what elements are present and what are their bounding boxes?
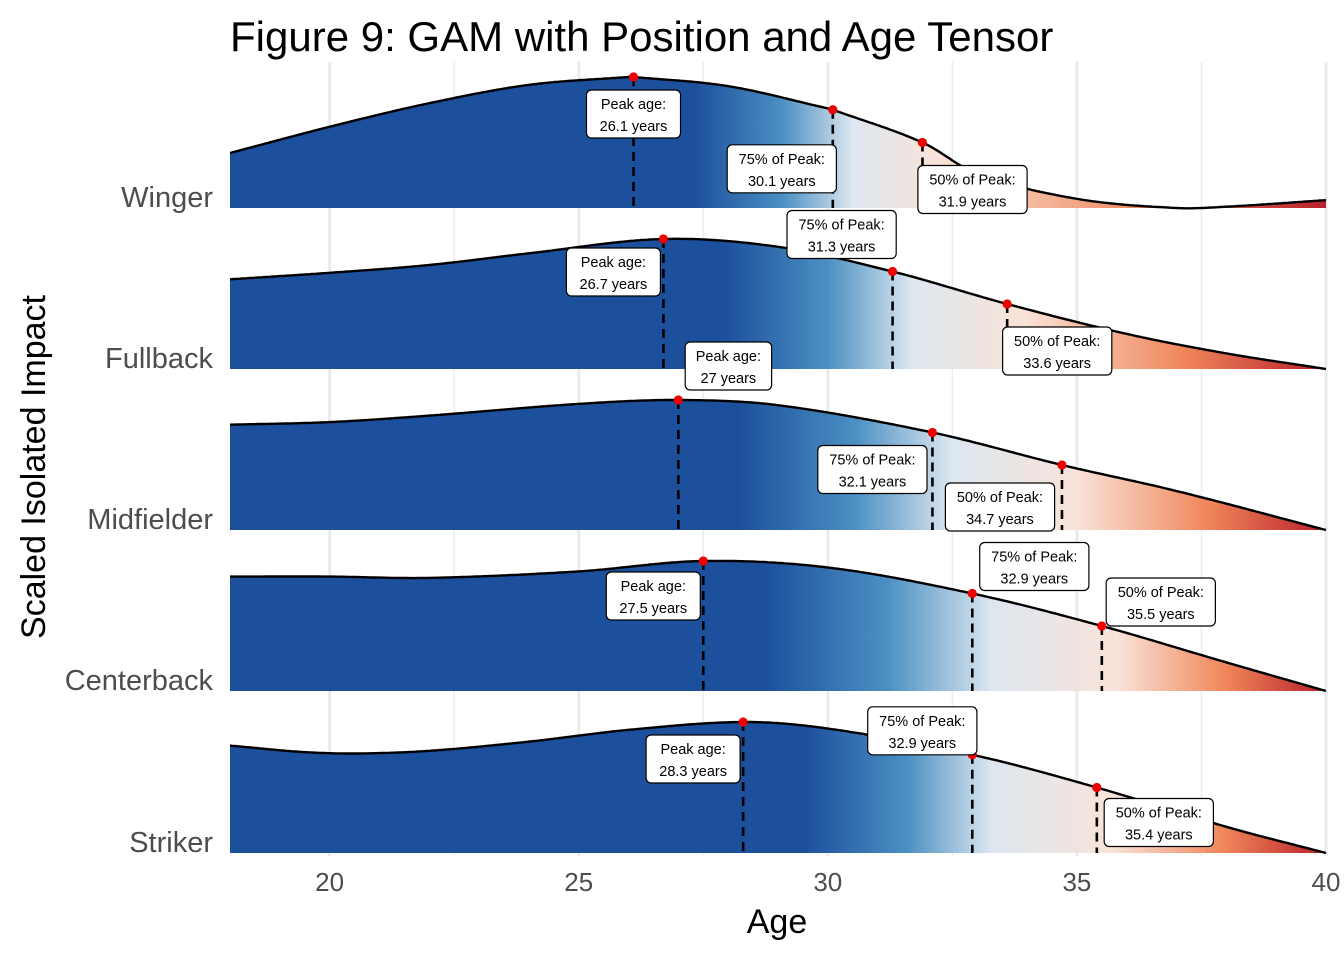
label-text-p75-centerback: 32.9 years xyxy=(1000,572,1068,588)
category-label-fullback: Fullback xyxy=(105,343,213,375)
label-text-p50-winger: 50% of Peak: xyxy=(929,173,1015,189)
x-tick-label-25: 25 xyxy=(564,867,593,897)
label-box-p50-striker xyxy=(1103,797,1214,848)
label-text-p50-centerback: 35.5 years xyxy=(1127,607,1195,623)
label-text-peak-centerback: 27.5 years xyxy=(619,601,687,617)
ridge-area-midfielder xyxy=(230,400,1326,530)
label-box-p75-fullback xyxy=(786,209,897,260)
label-box-p75-striker xyxy=(867,706,978,756)
ridge-area-striker xyxy=(230,722,1326,853)
ridge-area-fullback xyxy=(230,238,1326,369)
label-text-peak-winger: Peak age: xyxy=(601,97,666,113)
ridges xyxy=(229,75,1327,855)
label-box-peak-centerback xyxy=(605,571,701,621)
label-box-peak-striker xyxy=(645,734,741,784)
annotations: Peak age: 26.1 years 75% of Peak: 30.1 year… xyxy=(565,72,1216,853)
marker-p50-midfielder xyxy=(1057,460,1067,470)
label-text-p50-midfielder: 34.7 years xyxy=(966,512,1034,528)
label-text-peak-fullback: 26.7 years xyxy=(580,277,648,293)
label-box-p50-winger xyxy=(917,164,1028,215)
label-text-p75-winger: 75% of Peak: xyxy=(739,152,825,168)
label-text-p50-winger: 31.9 years xyxy=(939,195,1007,211)
ridge-line-fullback xyxy=(229,237,1327,371)
label-text-p50-midfielder: 50% of Peak: xyxy=(957,490,1043,506)
label-text-p50-striker: 50% of Peak: xyxy=(1116,806,1202,822)
x-axis-title: Age xyxy=(747,903,808,941)
marker-peak-striker xyxy=(738,717,748,727)
x-tick-label-35: 35 xyxy=(1062,867,1091,897)
chart-title: Figure 9: GAM with Position and Age Tens… xyxy=(230,13,1053,60)
category-label-winger: Winger xyxy=(121,182,213,214)
category-label-midfielder: Midfielder xyxy=(87,504,213,536)
label-text-p50-fullback: 33.6 years xyxy=(1023,356,1091,372)
label-text-p75-centerback: 75% of Peak: xyxy=(991,550,1077,566)
marker-peak-midfielder xyxy=(673,395,683,405)
marker-p50-striker xyxy=(1092,782,1102,793)
label-box-p75-centerback xyxy=(979,541,1090,592)
x-tick-label-30: 30 xyxy=(813,867,842,897)
marker-p50-winger xyxy=(917,137,928,148)
y-axis-title: Scaled Isolated Impact xyxy=(15,294,53,639)
label-text-peak-centerback: Peak age: xyxy=(621,579,686,595)
marker-p75-fullback xyxy=(887,266,898,277)
label-text-p75-striker: 32.9 years xyxy=(888,736,956,752)
label-box-peak-fullback xyxy=(565,247,662,297)
ridge-line-midfielder xyxy=(229,398,1327,532)
label-text-p75-midfielder: 75% of Peak: xyxy=(829,453,915,469)
ridge-area-winger xyxy=(230,76,1326,209)
ridge-line-centerback xyxy=(230,559,1327,693)
label-text-p50-striker: 35.4 years xyxy=(1125,828,1193,844)
x-tick-label-40: 40 xyxy=(1312,867,1341,897)
label-box-peak-winger xyxy=(585,89,682,139)
marker-peak-winger xyxy=(628,72,639,82)
label-text-p50-centerback: 50% of Peak: xyxy=(1118,585,1204,601)
ridge-area-centerback xyxy=(230,560,1326,691)
x-tick-label-20: 20 xyxy=(315,867,344,897)
marker-p75-winger xyxy=(828,105,838,115)
label-text-peak-winger: 26.1 years xyxy=(600,119,668,135)
x-axis-ticks: 20 25 30 35 40 xyxy=(315,867,1340,897)
category-label-centerback: Centerback xyxy=(65,665,214,697)
marker-p50-fullback xyxy=(1002,299,1012,309)
marker-p50-centerback xyxy=(1097,621,1107,631)
label-box-p50-fullback xyxy=(1001,326,1113,376)
label-text-p75-striker: 75% of Peak: xyxy=(879,714,965,730)
label-box-p50-centerback xyxy=(1105,577,1216,627)
label-text-peak-striker: 28.3 years xyxy=(659,764,727,780)
marker-p75-centerback xyxy=(967,588,977,599)
label-text-p75-fullback: 31.3 years xyxy=(808,240,876,256)
label-box-p75-winger xyxy=(726,144,838,194)
label-box-peak-midfielder xyxy=(684,341,773,391)
marker-peak-centerback xyxy=(698,556,708,566)
ridge-line-winger xyxy=(229,75,1327,210)
category-label-striker: Striker xyxy=(129,827,213,859)
category-labels: Winger Fullback Midfielder Centerback Strike… xyxy=(65,182,214,859)
label-box-p75-midfielder xyxy=(817,444,928,495)
label-text-peak-fullback: Peak age: xyxy=(581,255,646,271)
label-text-p75-fullback: 75% of Peak: xyxy=(798,218,884,234)
label-text-p75-midfielder: 32.1 years xyxy=(839,475,907,491)
marker-p75-midfielder xyxy=(927,427,938,438)
label-box-p50-midfielder xyxy=(944,482,1056,532)
label-text-peak-midfielder: 27 years xyxy=(701,371,757,387)
marker-peak-fullback xyxy=(658,234,669,244)
label-text-peak-midfielder: Peak age: xyxy=(696,349,761,365)
label-text-peak-striker: Peak age: xyxy=(660,742,725,758)
label-text-p50-fullback: 50% of Peak: xyxy=(1014,334,1100,350)
label-text-p75-winger: 30.1 years xyxy=(748,174,816,190)
